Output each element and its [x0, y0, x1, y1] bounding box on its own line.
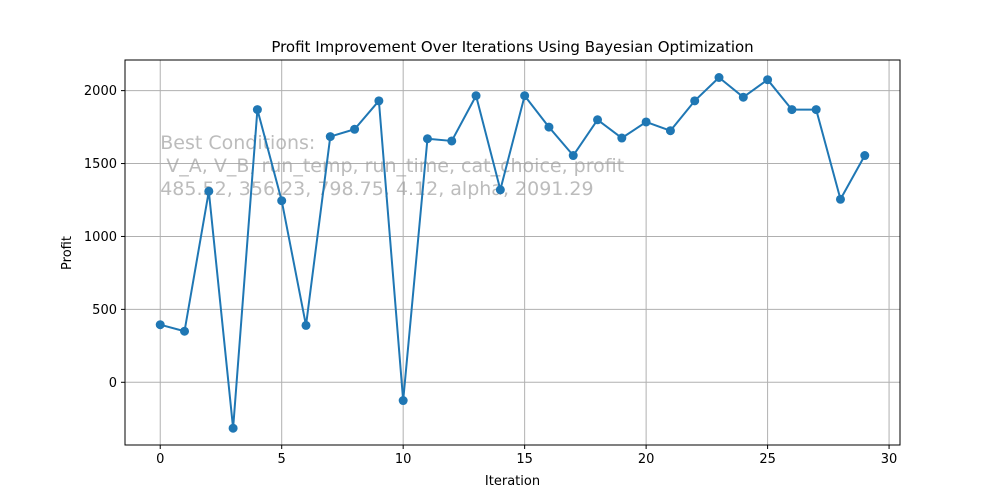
data-point [495, 185, 505, 195]
data-point [325, 132, 335, 142]
data-point [301, 320, 311, 330]
annotation-line: Best Conditions: [160, 132, 315, 154]
data-point [180, 326, 190, 336]
x-tick-label: 20 [638, 452, 655, 467]
data-point [422, 134, 432, 144]
data-point [155, 320, 165, 330]
data-point [690, 96, 700, 106]
y-tick-label: 500 [92, 303, 117, 318]
data-point [641, 117, 651, 127]
data-point [277, 196, 287, 206]
x-tick-label: 25 [759, 452, 776, 467]
x-axis-ticks: 0 5 10 15 20 25 30 [156, 445, 897, 467]
data-point [714, 73, 724, 82]
plot-border [124, 59, 901, 446]
y-tick-label: 0 [109, 376, 117, 391]
x-axis-label: Iteration [485, 474, 540, 489]
x-tick-label: 5 [278, 452, 286, 467]
data-point [568, 151, 578, 161]
data-point [204, 186, 214, 196]
data-point [447, 136, 457, 146]
data-point [350, 124, 360, 134]
y-axis-label: Profit [60, 236, 75, 270]
data-point [228, 423, 238, 433]
data-point [763, 75, 773, 85]
annotation-line: V_A, V_B, run_temp, run_time, cat_choice… [160, 155, 624, 177]
data-point [665, 126, 675, 136]
data-point [835, 194, 845, 204]
y-tick-label: 1500 [84, 157, 117, 172]
data-point [593, 115, 603, 125]
data-point [860, 151, 870, 161]
data-point [787, 105, 797, 115]
data-point [811, 105, 821, 115]
annotation-line: 485.52, 356.23, 798.75, 4.12, alpha, 209… [160, 178, 593, 200]
x-tick-label: 30 [881, 452, 898, 467]
data-point [520, 91, 530, 101]
data-point [398, 396, 408, 406]
data-point [738, 92, 748, 102]
x-tick-label: 10 [395, 452, 412, 467]
data-point [544, 122, 554, 132]
x-tick-label: 0 [156, 452, 164, 467]
plot-area [125, 60, 900, 445]
data-point [374, 96, 384, 106]
data-point [471, 91, 481, 101]
series-line [159, 76, 866, 430]
y-axis-ticks: 0 500 1000 1500 2000 [84, 84, 125, 391]
y-tick-label: 1000 [84, 230, 117, 245]
y-tick-label: 2000 [84, 84, 117, 99]
chart-title: Profit Improvement Over Iterations Using… [271, 38, 753, 56]
data-point [252, 105, 262, 115]
x-tick-label: 15 [516, 452, 533, 467]
series-layer [155, 73, 870, 433]
data-point [617, 133, 627, 143]
